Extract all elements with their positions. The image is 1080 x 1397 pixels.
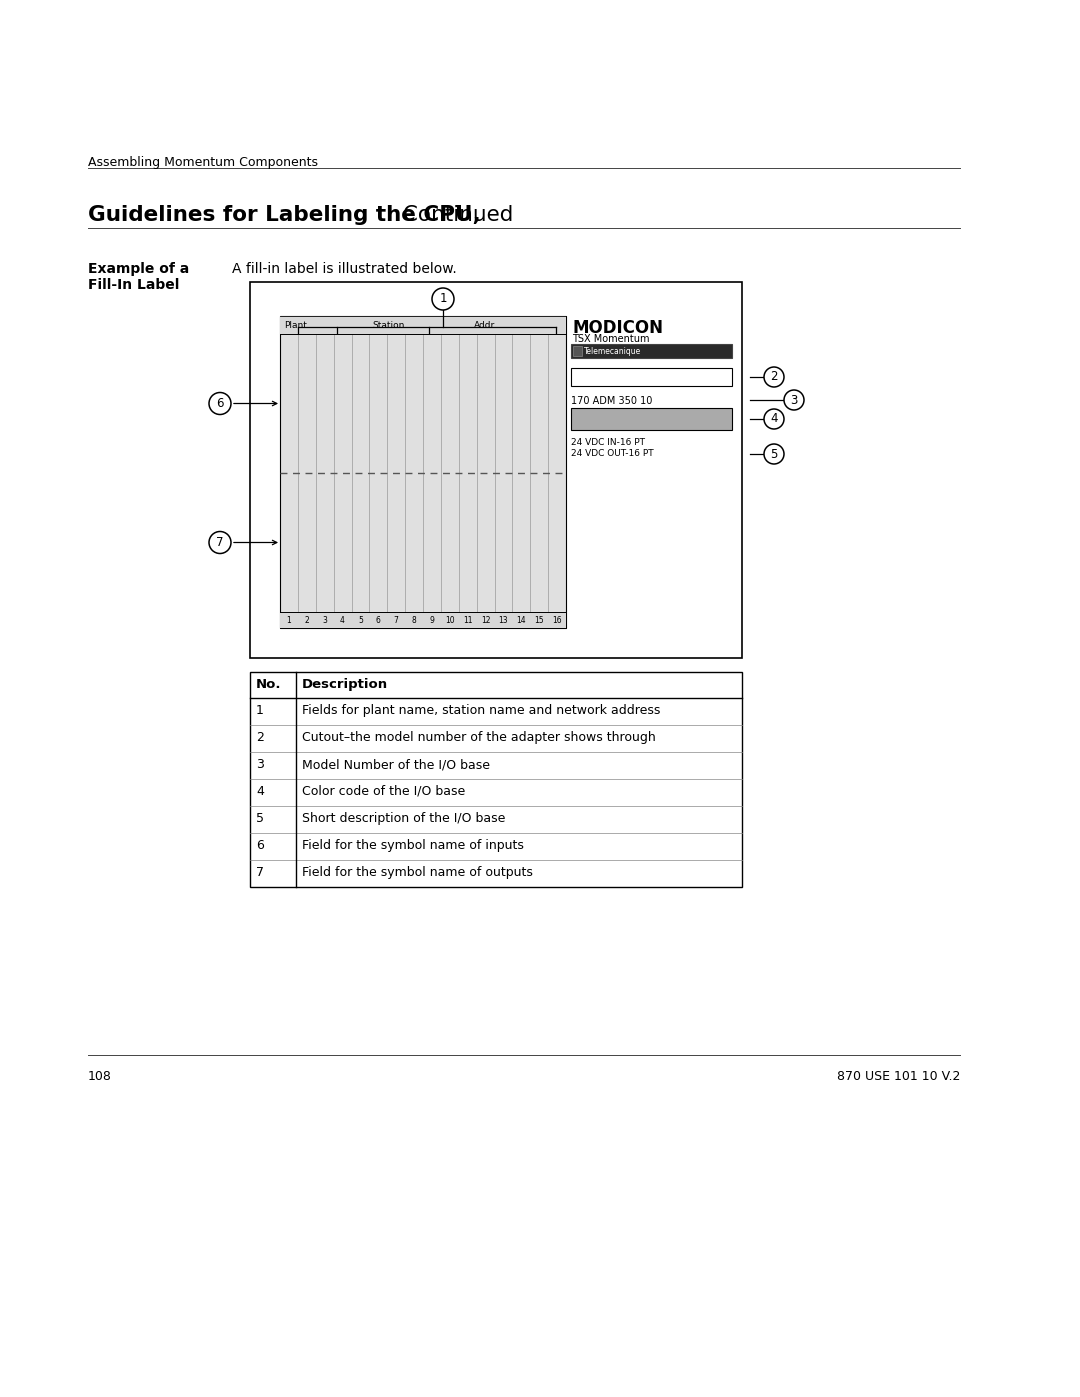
Text: Cutout–the model number of the adapter shows through: Cutout–the model number of the adapter s…	[302, 731, 656, 745]
Text: 4: 4	[770, 412, 778, 426]
Circle shape	[210, 393, 231, 415]
Text: Assembling Momentum Components: Assembling Momentum Components	[87, 156, 318, 169]
Text: 7: 7	[394, 616, 399, 624]
Text: MODICON: MODICON	[572, 319, 663, 337]
Text: Guidelines for Labeling the CPU,: Guidelines for Labeling the CPU,	[87, 205, 481, 225]
Text: 14: 14	[516, 616, 526, 624]
Text: Model Number of the I/O base: Model Number of the I/O base	[302, 759, 490, 771]
Text: Description: Description	[302, 678, 388, 692]
Text: 4: 4	[256, 785, 264, 798]
Text: 7: 7	[216, 536, 224, 549]
Text: 4: 4	[340, 616, 345, 624]
Text: Plant: Plant	[284, 321, 307, 330]
Text: 3: 3	[791, 394, 798, 407]
Text: 6: 6	[256, 840, 264, 852]
Text: 10: 10	[445, 616, 455, 624]
Bar	[571, 367, 732, 386]
Circle shape	[764, 367, 784, 387]
Text: 3: 3	[322, 616, 327, 624]
Text: Fill-In Label: Fill-In Label	[87, 278, 179, 292]
Text: 2: 2	[256, 731, 264, 745]
Text: Field for the symbol name of outputs: Field for the symbol name of outputs	[302, 866, 532, 879]
Circle shape	[432, 288, 454, 310]
Text: 5: 5	[357, 616, 363, 624]
Text: 15: 15	[535, 616, 544, 624]
Text: 2: 2	[770, 370, 778, 384]
Text: Color code of the I/O base: Color code of the I/O base	[302, 785, 465, 798]
Text: No.: No.	[256, 678, 282, 692]
Text: 5: 5	[256, 812, 264, 826]
Text: 13: 13	[499, 616, 509, 624]
Text: 1: 1	[256, 704, 264, 717]
Text: A fill-in label is illustrated below.: A fill-in label is illustrated below.	[232, 263, 457, 277]
Text: Station: Station	[373, 321, 405, 330]
Text: Field for the symbol name of inputs: Field for the symbol name of inputs	[302, 840, 524, 852]
Bar	[280, 316, 566, 334]
Text: 170 ADM 350 10: 170 ADM 350 10	[571, 395, 652, 407]
Text: 3: 3	[256, 759, 264, 771]
Text: 5: 5	[770, 447, 778, 461]
Text: 16: 16	[552, 616, 562, 624]
Text: Continued: Continued	[396, 205, 513, 225]
Bar	[280, 612, 566, 629]
Text: TSX Momentum: TSX Momentum	[572, 334, 649, 344]
Text: 6: 6	[376, 616, 381, 624]
Text: 12: 12	[481, 616, 490, 624]
Text: 8: 8	[411, 616, 417, 624]
Text: 870 USE 101 10 V.2: 870 USE 101 10 V.2	[837, 1070, 960, 1083]
Bar	[573, 346, 582, 356]
Bar	[571, 344, 732, 358]
Text: 9: 9	[430, 616, 434, 624]
Text: Addr.: Addr.	[474, 321, 498, 330]
Circle shape	[210, 531, 231, 553]
Circle shape	[784, 390, 804, 409]
Bar	[249, 282, 742, 658]
Text: Telemecanique: Telemecanique	[584, 346, 642, 356]
Bar	[280, 316, 566, 629]
Circle shape	[764, 444, 784, 464]
Circle shape	[764, 409, 784, 429]
Text: 108: 108	[87, 1070, 112, 1083]
Text: Fields for plant name, station name and network address: Fields for plant name, station name and …	[302, 704, 660, 717]
Bar	[571, 408, 732, 430]
Text: 7: 7	[256, 866, 264, 879]
Text: 1: 1	[440, 292, 447, 306]
Text: 2: 2	[305, 616, 309, 624]
Text: 24 VDC IN-16 PT: 24 VDC IN-16 PT	[571, 439, 645, 447]
Text: 1: 1	[286, 616, 292, 624]
Text: 24 VDC OUT-16 PT: 24 VDC OUT-16 PT	[571, 448, 653, 458]
Text: Example of a: Example of a	[87, 263, 189, 277]
Text: 6: 6	[216, 397, 224, 409]
Bar	[249, 672, 742, 887]
Text: 11: 11	[463, 616, 472, 624]
Text: Short description of the I/O base: Short description of the I/O base	[302, 812, 505, 826]
